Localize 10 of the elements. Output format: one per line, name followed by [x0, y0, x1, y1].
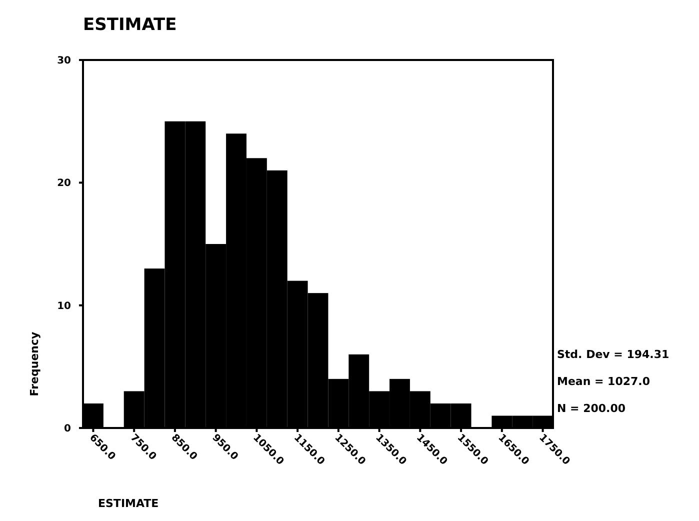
text: N = 200.00 — [557, 402, 626, 415]
text: Std. Dev = 194.31 — [557, 348, 670, 361]
text: Mean = 1027.0 — [557, 375, 650, 388]
y-tick-label: 20 — [57, 178, 72, 190]
y-axis-title: Frequency — [28, 332, 41, 396]
y-tick-label: 0 — [64, 424, 72, 434]
y-tick-label: 10 — [57, 300, 72, 312]
chart-title: ESTIMATE — [83, 15, 177, 35]
y-tick-label: 30 — [57, 56, 72, 66]
x-axis-title: ESTIMATE — [98, 497, 159, 510]
